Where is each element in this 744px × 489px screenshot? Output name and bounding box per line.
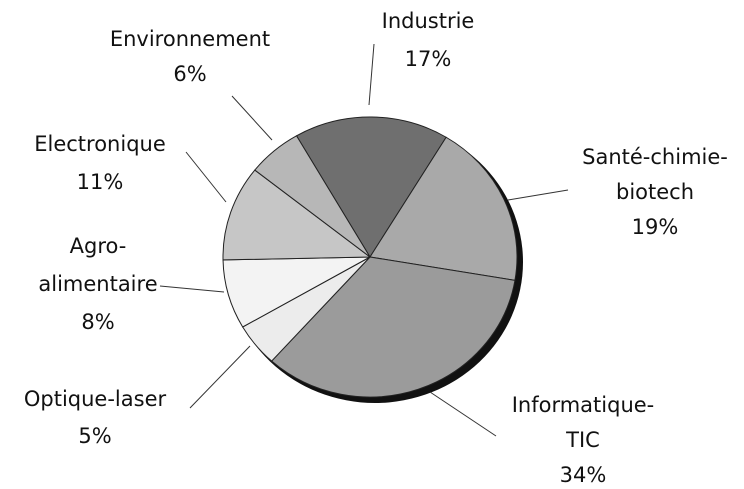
category-label-line: alimentaire xyxy=(38,272,157,296)
category-label-line: TIC xyxy=(565,428,600,452)
category-label-line: Electronique xyxy=(34,132,166,156)
category-label-line: Informatique- xyxy=(512,393,655,417)
category-label-line: Environnement xyxy=(110,27,270,51)
category-label: Agro-alimentaire xyxy=(38,234,157,296)
leader-line xyxy=(189,345,251,409)
category-label-line: biotech xyxy=(616,180,694,204)
leader-line xyxy=(507,189,569,201)
value-label: 6% xyxy=(173,62,206,86)
value-label: 11% xyxy=(77,170,124,194)
value-label: 19% xyxy=(632,215,679,239)
value-label: 5% xyxy=(78,424,111,448)
category-label-line: Optique-laser xyxy=(24,387,167,411)
value-label: 34% xyxy=(560,463,607,487)
leader-line xyxy=(231,95,273,141)
category-label: Environnement xyxy=(110,27,270,51)
category-label: Optique-laser xyxy=(24,387,167,411)
category-label-line: Agro- xyxy=(70,234,127,258)
value-label: 17% xyxy=(405,47,452,71)
pie-slice xyxy=(270,256,516,398)
pie-slice xyxy=(295,116,447,258)
category-label: Informatique- TIC xyxy=(512,393,655,452)
leader-line xyxy=(429,391,497,437)
pie-slice xyxy=(254,135,371,258)
leader-line xyxy=(368,43,375,106)
category-label: Industrie xyxy=(382,9,475,33)
category-label-line: Industrie xyxy=(382,9,475,33)
leader-line xyxy=(159,285,225,293)
leader-line xyxy=(185,151,227,203)
category-label-line: Santé-chimie- xyxy=(582,145,728,169)
pie-slice xyxy=(222,169,372,261)
pie-slice xyxy=(369,136,518,281)
category-label: Electronique xyxy=(34,132,166,156)
value-label: 8% xyxy=(81,310,114,334)
category-label: Santé-chimie-biotech xyxy=(582,145,728,204)
